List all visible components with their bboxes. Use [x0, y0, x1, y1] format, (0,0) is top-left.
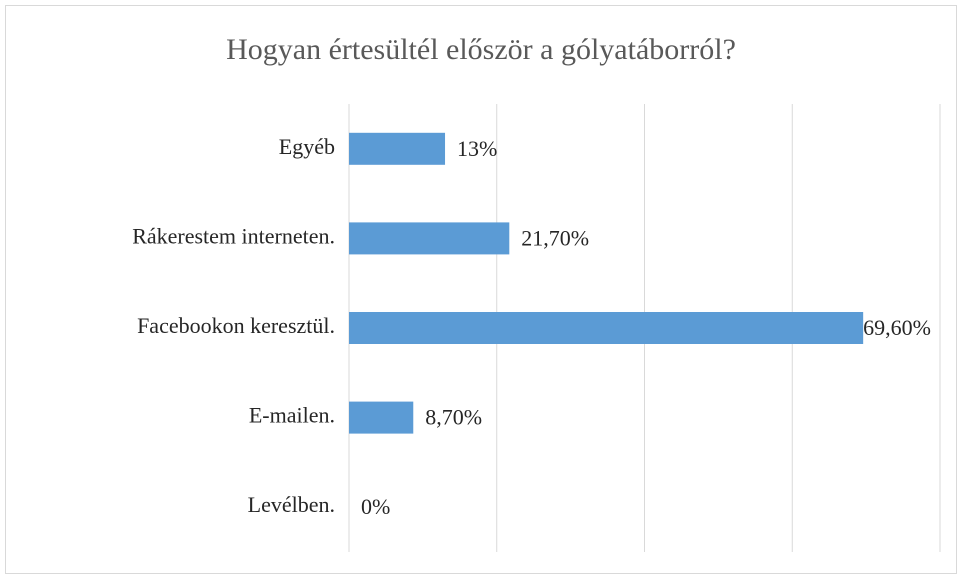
- data-label: 21,70%: [521, 225, 589, 250]
- bar: [349, 222, 510, 255]
- chart-border: [5, 5, 957, 574]
- data-label: 13%: [457, 136, 497, 161]
- y-tick-label: E-mailen.: [249, 403, 335, 428]
- bar: [349, 312, 864, 344]
- y-tick-label: Facebookon keresztül.: [137, 313, 335, 338]
- data-label: 8,70%: [425, 405, 482, 430]
- chart-title: Hogyan értesültél először a gólyatáborró…: [226, 33, 736, 66]
- data-label: 69,60%: [863, 315, 931, 340]
- bar: [349, 401, 414, 434]
- bar: [349, 132, 446, 165]
- data-label: 0%: [361, 494, 390, 519]
- y-tick-label: Egyéb: [279, 134, 335, 159]
- y-tick-label: Rákerestem interneten.: [132, 223, 335, 248]
- y-tick-label: Levélben.: [248, 492, 335, 517]
